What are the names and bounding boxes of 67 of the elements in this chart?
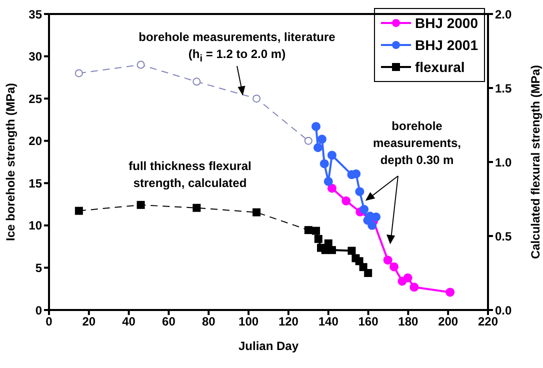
point [311, 122, 320, 131]
point [252, 94, 261, 103]
point [403, 273, 412, 282]
y-tick-label: 35 [28, 7, 42, 22]
point [364, 269, 372, 277]
y-tick-label: 15 [28, 176, 42, 190]
point [355, 187, 364, 196]
point [74, 206, 83, 215]
point [359, 263, 368, 272]
point [324, 239, 332, 248]
point [136, 60, 145, 69]
point [327, 184, 336, 193]
point [372, 212, 381, 222]
point [446, 288, 455, 297]
point [252, 208, 261, 216]
point [313, 143, 322, 152]
point [383, 256, 392, 265]
point [304, 136, 312, 145]
x-tick-label: 40 [122, 314, 136, 329]
point [342, 196, 351, 206]
x-tick-label: 140 [318, 314, 339, 329]
x-tick-label: 160 [358, 314, 379, 329]
annotation: full thickness flexural strength, calculated [128, 158, 252, 192]
x-tick-label: 100 [238, 314, 259, 329]
y-tick-label: 25 [28, 92, 42, 106]
y2-tick-label: 1.5 [495, 81, 512, 96]
point [192, 78, 201, 86]
x-tick-label: 120 [278, 314, 299, 329]
x-tick-label: 80 [202, 314, 216, 329]
point [360, 204, 369, 214]
point [368, 220, 377, 230]
x-tick-label: 60 [162, 314, 176, 329]
y-tick-label: 5 [35, 260, 42, 275]
x-axis-title: Julian Day [238, 339, 299, 353]
y2-axis-title: Calculated flexural strength (MPa) [528, 64, 542, 260]
point [324, 176, 333, 186]
x-tick-label: 0 [46, 314, 53, 329]
point [317, 134, 326, 144]
point [410, 282, 419, 292]
x-tick-label: 220 [478, 314, 498, 329]
y2-tick-label: 1.0 [495, 155, 512, 170]
y-tick-label: 0 [35, 303, 42, 318]
point [390, 262, 399, 272]
point [74, 69, 83, 78]
y2-tick-label: 2.0 [495, 7, 512, 22]
legend-label: BHJ 2000 [414, 15, 478, 31]
point [136, 200, 145, 209]
annotation: borehole measurements, literature (h$_{i}$ = 1.2 to 2.0 m) [138, 29, 336, 66]
x-tick-label: 20 [82, 314, 96, 329]
point [304, 226, 312, 234]
point [327, 150, 336, 160]
point [320, 159, 329, 168]
legend-label: flexural [414, 59, 465, 75]
point [192, 204, 201, 212]
y-tick-label: 30 [28, 50, 42, 64]
x-tick-label: 200 [438, 314, 458, 329]
y-tick-label: 20 [28, 134, 42, 148]
point [312, 226, 320, 235]
legend-label: BHJ 2001 [414, 37, 478, 53]
x-tick-label: 180 [398, 314, 419, 329]
annotation: borehole measurements, depth 0.30 m [372, 118, 462, 169]
point [348, 246, 356, 255]
point [314, 234, 322, 243]
y2-tick-label: 0.0 [495, 303, 512, 318]
y2-tick-label: 0.5 [495, 229, 512, 244]
y-axis-title: Ice borehole strength (MPa) [3, 82, 18, 242]
y-tick-label: 10 [28, 218, 42, 233]
